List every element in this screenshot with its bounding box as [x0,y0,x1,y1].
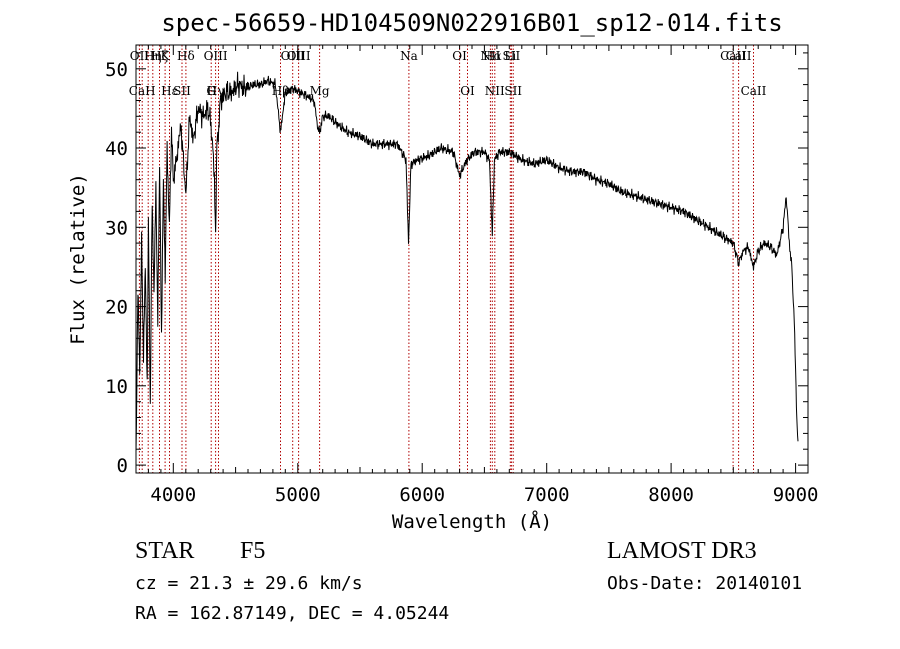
line-label-top-10: OIII [204,49,228,63]
line-label-top-25: CaII [720,49,746,63]
y-axis: 0 10 20 30 40 50 [105,52,808,477]
line-markers [138,45,754,473]
line-label-bottom-7: SII [173,84,191,98]
x-tick-label-1: 5000 [275,484,321,506]
y-tick-label-4: 40 [105,138,128,160]
x-tick-label-5: 9000 [773,484,819,506]
spectrum-line [135,71,799,453]
y-tick-label-5: 50 [105,59,128,81]
obs-date: Obs-Date: 20140101 [607,573,803,594]
line-label-bottom-21: NII [485,84,505,98]
line-label-bottom-18: OI [460,84,475,98]
line-label-top-14: OIII [287,49,311,63]
line-label-top-23: SII [503,49,521,63]
x-tick-label-3: 7000 [524,484,570,506]
x-axis-label: Wavelength (Å) [392,510,552,533]
cz-value: cz = 21.3 ± 29.6 km/s [135,573,363,594]
chart-title: spec-56659-HD104509N022916B01_sp12-014.f… [161,9,782,37]
y-tick-label-1: 10 [105,376,128,398]
x-tick-label-4: 8000 [648,484,694,506]
line-label-top-20: Hα [483,49,502,63]
class-label: STAR [135,538,195,564]
line-label-top-0: OII [130,49,150,63]
coords-value: RA = 162.87149, DEC = 4.05244 [135,603,450,624]
y-axis-label: Flux (relative) [67,173,89,345]
line-label-top-4: Hζ [151,49,168,63]
line-label-bottom-1: CaH [129,84,156,98]
line-label-top-13: OIII [281,49,305,63]
line-label-bottom-12: Hβ [272,84,289,98]
x-tick-label-2: 6000 [399,484,445,506]
line-label-top-26: CaII [726,49,752,63]
line-label-bottom-24: SII [504,84,522,98]
line-label-top-19: NII [480,49,500,63]
subclass-label: F5 [240,538,266,564]
line-label-bottom-6: Hε [161,84,178,98]
y-tick-label-2: 20 [105,297,128,319]
line-label-bottom-27: CaII [741,84,767,98]
spectrum-series [135,71,799,453]
line-label-top-17: OI [452,49,467,63]
survey-label: LAMOST DR3 [607,538,757,564]
y-tick-label-0: 0 [117,455,128,477]
line-label-top-8: Hδ [177,49,195,63]
plot-frame [135,44,809,474]
line-label-top-5: K [161,49,171,63]
line-label-top-22: Li [504,49,516,63]
line-label-bottom-9: G [206,84,216,98]
line-label-top-16: Na [400,49,418,63]
y-tick-label-3: 30 [105,217,128,239]
line-label-bottom-15: Mg [310,84,330,98]
line-label-top-3: Hη [144,49,162,63]
x-axis: 4000 5000 6000 7000 8000 9000 [135,45,819,506]
x-tick-label-0: 4000 [150,484,196,506]
line-label-bottom-10: Hγ [207,84,225,98]
